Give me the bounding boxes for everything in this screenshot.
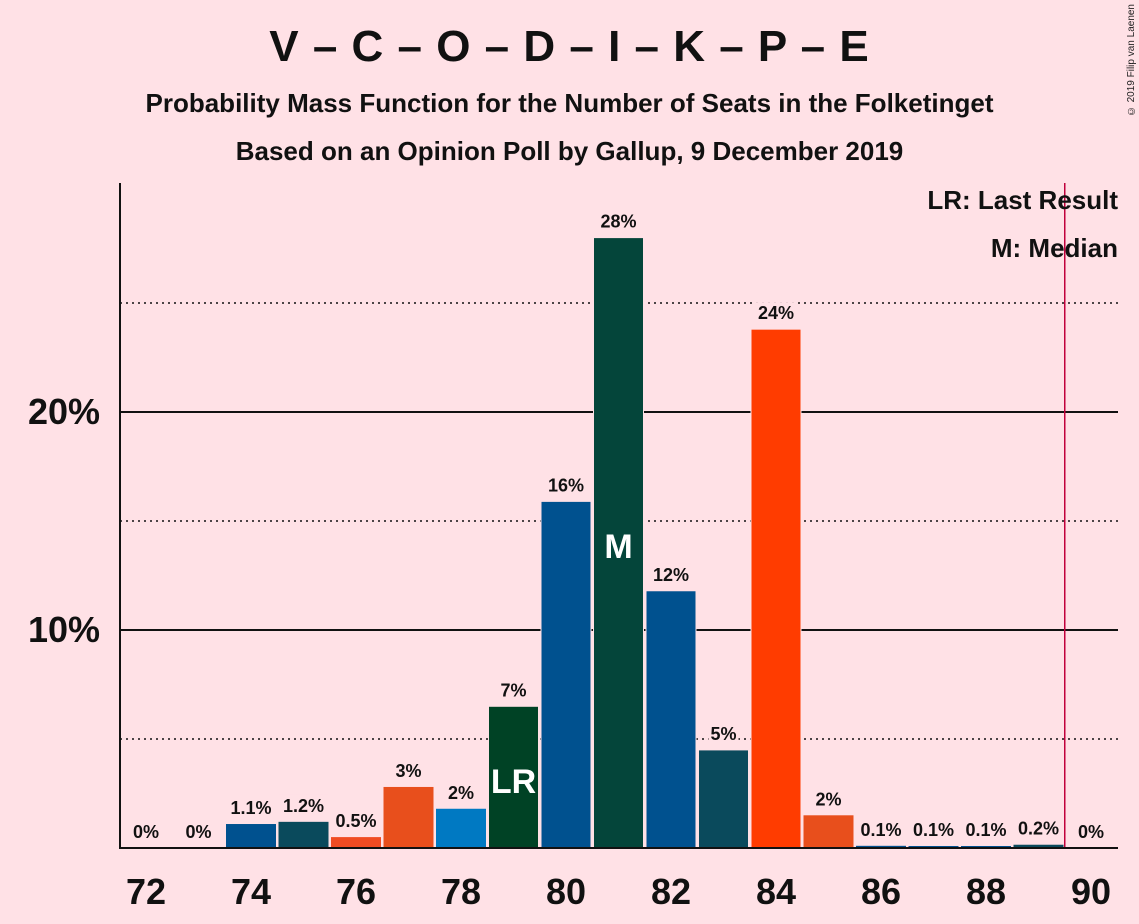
x-tick-label: 74	[231, 871, 271, 912]
value-label: 0.2%	[1018, 819, 1059, 839]
value-label-bg	[856, 818, 906, 841]
bar-seat-80	[540, 500, 592, 849]
x-tick-label: 78	[441, 871, 481, 912]
x-tick-label: 84	[756, 871, 796, 912]
bar-seat-83	[698, 749, 749, 849]
value-label: 16%	[548, 475, 584, 495]
bar-seat-84	[750, 328, 802, 849]
bar-seat-81	[593, 237, 644, 849]
x-tick-label: 72	[126, 871, 166, 912]
value-label-bg	[226, 797, 276, 820]
bar-seat-75	[278, 821, 329, 848]
bar-seat-89	[1013, 844, 1064, 848]
x-tick-label: 86	[861, 871, 901, 912]
bar-seat-76	[331, 837, 381, 848]
value-label: 0%	[1078, 822, 1104, 842]
y-tick-label: 20%	[28, 391, 100, 432]
value-label: 3%	[395, 761, 421, 781]
x-tick-label: 88	[966, 871, 1006, 912]
chart-subtitle-source: Based on an Opinion Poll by Gallup, 9 De…	[235, 136, 904, 166]
value-label-bg	[756, 302, 796, 325]
value-label: 28%	[600, 212, 636, 232]
x-tick-label: 80	[546, 871, 586, 912]
value-label-bg	[598, 210, 639, 233]
legend-last-result: LR: Last Result	[927, 185, 1118, 215]
value-label-bg	[183, 821, 214, 843]
value-label-bg	[708, 722, 739, 745]
value-label: 0.1%	[965, 820, 1006, 840]
value-label: 0%	[185, 822, 211, 842]
median-marker: M	[604, 528, 632, 566]
value-label: 2%	[815, 789, 841, 809]
value-label-bg	[651, 563, 691, 586]
value-label: 0%	[133, 822, 159, 842]
bar-seat-86	[856, 845, 906, 848]
x-tick-label: 76	[336, 871, 376, 912]
value-label-bg	[498, 679, 529, 702]
value-label-bg	[393, 759, 424, 782]
bar-seat-79	[488, 705, 539, 849]
value-label: 5%	[710, 724, 736, 744]
bar-seat-74	[226, 824, 276, 848]
value-label: 1.2%	[283, 796, 324, 816]
value-label: 0.1%	[913, 820, 954, 840]
chart-subtitle: Probability Mass Function for the Number…	[145, 88, 994, 118]
x-tick-label: 90	[1071, 871, 1111, 912]
value-label-bg	[131, 821, 161, 843]
value-label-bg	[961, 819, 1011, 841]
value-label-bg	[446, 781, 476, 804]
x-tick-label: 82	[651, 871, 691, 912]
last-result-marker: LR	[491, 763, 536, 801]
value-label: 0.5%	[335, 811, 376, 831]
bar-seat-82	[645, 590, 697, 849]
value-label: 2%	[448, 783, 474, 803]
value-label-bg	[1076, 821, 1106, 843]
value-label-bg	[813, 788, 844, 811]
legend-median: M: Median	[991, 233, 1118, 263]
value-label: 24%	[758, 303, 794, 323]
bar-seat-85	[803, 815, 854, 848]
value-label-bg	[546, 474, 586, 497]
value-label: 1.1%	[230, 798, 271, 818]
chart-title: V – C – O – D – I – K – P – E	[269, 22, 870, 71]
value-label-bg	[278, 794, 329, 817]
value-label: 7%	[500, 680, 526, 700]
value-label-bg	[908, 819, 959, 841]
value-label: 12%	[653, 565, 689, 585]
bar-seat-77	[383, 786, 434, 848]
value-label: 0.1%	[860, 820, 901, 840]
value-label-bg	[331, 810, 381, 833]
value-label-bg	[1013, 817, 1064, 840]
bar-seat-78	[436, 808, 486, 848]
y-tick-label: 10%	[28, 609, 100, 650]
